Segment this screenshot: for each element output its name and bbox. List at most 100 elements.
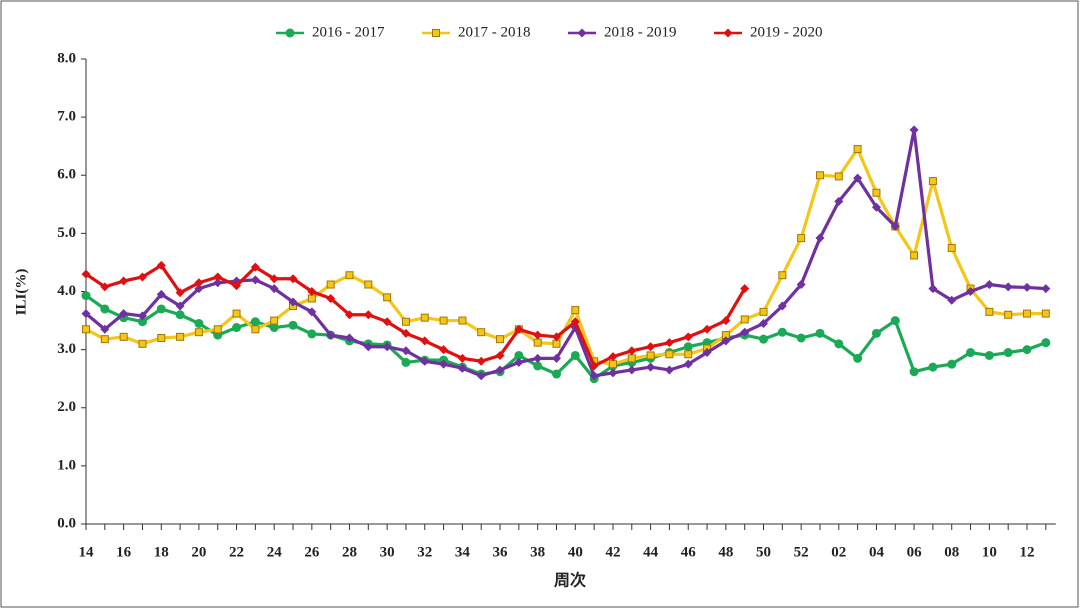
data-point xyxy=(100,282,110,292)
data-point xyxy=(702,348,712,358)
data-point xyxy=(401,317,410,326)
data-point xyxy=(288,274,298,284)
data-point xyxy=(871,328,881,338)
data-point xyxy=(213,278,223,288)
data-point xyxy=(100,335,109,344)
data-point xyxy=(176,332,185,341)
data-point xyxy=(119,332,128,341)
x-tick-label: 12 xyxy=(1020,544,1035,560)
data-point xyxy=(269,274,279,284)
data-point xyxy=(966,287,976,296)
data-point xyxy=(646,342,656,352)
data-point xyxy=(382,317,392,327)
data-point xyxy=(420,356,430,366)
legend-marker xyxy=(432,29,440,37)
data-point xyxy=(683,342,693,352)
legend-label: 2018 - 2019 xyxy=(604,24,677,40)
data-point xyxy=(82,325,90,334)
data-point xyxy=(533,353,543,363)
data-point xyxy=(401,328,411,338)
x-tick-label: 28 xyxy=(342,544,357,560)
data-point xyxy=(777,301,787,311)
series-line xyxy=(85,147,1046,366)
data-point xyxy=(457,363,467,373)
data-point xyxy=(213,325,222,334)
data-point xyxy=(759,318,769,328)
data-point xyxy=(928,284,938,294)
data-point xyxy=(740,284,750,294)
data-point xyxy=(401,357,411,367)
data-point xyxy=(326,330,336,340)
data-point xyxy=(627,354,636,363)
legend-label: 2017 - 2018 xyxy=(458,24,531,40)
data-point xyxy=(853,173,863,183)
data-point xyxy=(627,346,637,356)
data-point xyxy=(683,332,693,342)
data-point xyxy=(100,304,110,314)
x-tick-label: 06 xyxy=(907,544,923,560)
legend-marker xyxy=(577,28,587,38)
data-point xyxy=(288,297,298,307)
data-point xyxy=(1022,345,1032,355)
data-point xyxy=(137,311,147,321)
x-tick-label: 26 xyxy=(304,544,320,560)
data-point xyxy=(514,324,524,334)
data-point xyxy=(476,356,486,366)
x-tick-label: 24 xyxy=(267,544,283,560)
data-point xyxy=(815,233,825,243)
data-point xyxy=(81,269,91,279)
series-line xyxy=(85,294,1047,381)
data-point xyxy=(269,323,279,333)
x-tick-label: 18 xyxy=(154,544,169,560)
data-point xyxy=(589,361,599,371)
data-point xyxy=(81,291,91,301)
data-point xyxy=(383,293,392,302)
data-point xyxy=(608,360,617,369)
data-point xyxy=(213,272,223,282)
data-point xyxy=(1041,309,1050,318)
data-point xyxy=(137,317,147,327)
data-point xyxy=(250,262,260,272)
x-tick-label: 14 xyxy=(79,544,95,560)
data-point xyxy=(928,177,937,186)
data-point xyxy=(1003,348,1013,358)
data-point xyxy=(439,345,449,355)
data-point xyxy=(250,317,260,327)
data-point xyxy=(194,328,203,337)
y-tick-label: 4.0 xyxy=(57,283,76,299)
x-tick-label: 02 xyxy=(831,544,846,560)
data-point xyxy=(251,325,260,334)
data-point xyxy=(439,316,448,325)
x-tick-label: 40 xyxy=(568,544,583,560)
data-point xyxy=(570,317,580,327)
data-point xyxy=(1004,310,1013,319)
data-point xyxy=(495,365,505,375)
data-point xyxy=(477,328,486,337)
x-tick-label: 38 xyxy=(530,544,545,560)
data-point xyxy=(570,350,580,360)
data-point xyxy=(194,318,204,328)
legend-label: 2019 - 2020 xyxy=(750,24,823,40)
data-point xyxy=(909,367,919,377)
x-tick-label: 10 xyxy=(982,544,997,560)
x-tick-label: 48 xyxy=(718,544,733,560)
data-point xyxy=(269,284,279,294)
data-point xyxy=(345,271,354,280)
x-tick-label: 32 xyxy=(417,544,432,560)
data-point xyxy=(759,334,769,344)
data-point xyxy=(288,320,298,330)
data-point xyxy=(721,336,731,346)
y-tick-label: 1.0 xyxy=(57,457,76,473)
data-point xyxy=(947,295,957,305)
data-point xyxy=(909,125,919,135)
data-point xyxy=(344,310,354,320)
data-point xyxy=(81,309,91,319)
data-point xyxy=(683,359,693,369)
data-point xyxy=(175,310,185,320)
data-point xyxy=(740,327,750,337)
data-point xyxy=(156,304,166,314)
data-point xyxy=(326,293,336,303)
data-point xyxy=(326,280,335,289)
data-point xyxy=(458,316,467,325)
